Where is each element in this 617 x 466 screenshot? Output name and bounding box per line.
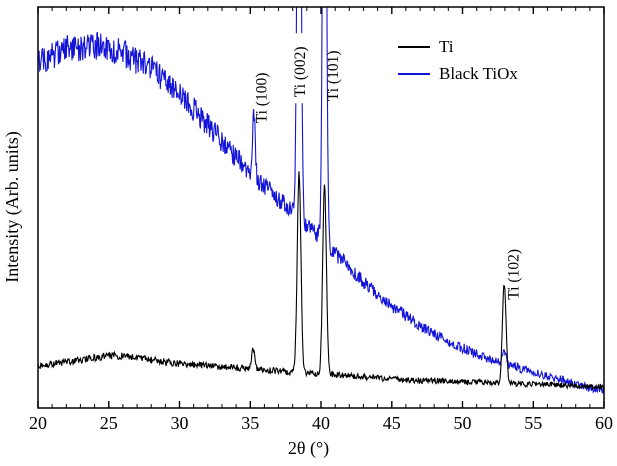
legend-line-ti [398, 45, 430, 48]
legend-label-black-tiox: Black TiOx [439, 63, 518, 83]
svg-text:25: 25 [100, 413, 118, 433]
svg-text:Ti (002): Ti (002) [292, 47, 309, 98]
svg-text:35: 35 [241, 413, 259, 433]
x-axis-label: 2θ (°) [287, 438, 330, 458]
svg-text:Ti (101): Ti (101) [325, 51, 342, 102]
svg-text:30: 30 [171, 413, 189, 433]
svg-text:50: 50 [454, 413, 472, 433]
legend: Ti Black TiOx [398, 33, 518, 87]
legend-item-black-tiox: Black TiOx [398, 60, 518, 87]
svg-text:45: 45 [383, 413, 401, 433]
legend-label-ti: Ti [439, 36, 454, 56]
legend-item-ti: Ti [398, 33, 518, 60]
svg-text:40: 40 [312, 413, 330, 433]
svg-text:55: 55 [524, 413, 542, 433]
svg-text:60: 60 [595, 413, 613, 433]
legend-line-black-tiox [398, 72, 430, 75]
svg-text:Ti (102): Ti (102) [505, 249, 522, 300]
svg-text:20: 20 [29, 413, 47, 433]
y-axis-label: Intensity (Arb. units) [2, 131, 22, 283]
svg-text:Ti (100): Ti (100) [254, 73, 271, 124]
